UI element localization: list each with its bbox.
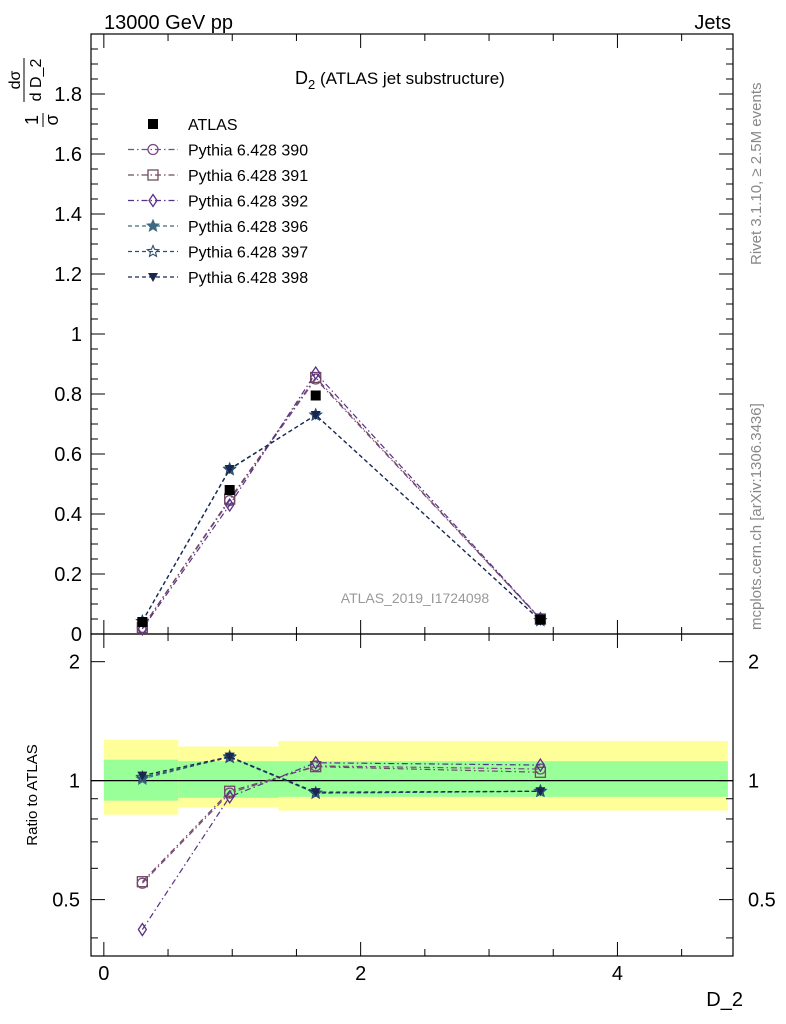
x-axis-label: D_2 <box>706 989 743 1011</box>
y-tick-label: 0.2 <box>54 564 82 586</box>
marker-square <box>534 766 547 778</box>
marker-square-filled <box>224 485 235 495</box>
header-jets-label: Jets <box>694 12 731 34</box>
ratio-y-tick-label: 1 <box>69 771 80 793</box>
marker-diamond <box>310 365 321 381</box>
y-tick-label: 0.4 <box>54 504 82 526</box>
x-tick-label: 4 <box>612 963 623 985</box>
marker-diamond <box>224 789 235 805</box>
y-tick-label: 1 <box>71 324 82 346</box>
ratio-series-line <box>142 756 541 793</box>
ratio-uncertainty-bands <box>103 739 728 815</box>
y-tick-label: 1.6 <box>54 144 82 166</box>
marker-square-filled <box>137 617 148 627</box>
chart-title-rest: (ATLAS jet substructure) <box>315 69 505 88</box>
y-tick-label: 0.6 <box>54 444 82 466</box>
chart-title-main: D <box>295 68 308 88</box>
mcplots-label: mcplots.cern.ch [arXiv:1306.3436] <box>748 403 765 630</box>
ratio-series-lines <box>135 749 548 937</box>
marker-square-filled <box>310 390 321 401</box>
marker-square <box>147 169 159 181</box>
marker-triangle <box>148 273 158 282</box>
legend-label: ATLAS <box>188 117 238 134</box>
ylabel-main-num: dσ <box>7 70 24 89</box>
chart-title: D2 (ATLAS jet substructure) <box>295 68 505 92</box>
legend-label: Pythia 6.428 392 <box>188 194 308 211</box>
ratio-panel-frame <box>90 633 734 957</box>
rivet-version-label: Rivet 3.1.10, ≥ 2.5M events <box>748 83 765 266</box>
legend-label: Pythia 6.428 397 <box>188 245 308 262</box>
marker-diamond <box>310 755 321 770</box>
header-energy-label: 13000 GeV pp <box>104 12 233 34</box>
ratio-y-tick-label-right: 0.5 <box>748 890 776 912</box>
atlas-data-points <box>137 390 546 627</box>
marker-diamond <box>148 193 158 208</box>
marker-square <box>136 876 149 888</box>
ratio-y-tick-label: 0.5 <box>52 890 80 912</box>
ylabel-main-den: d D_2 <box>28 59 45 102</box>
legend: ATLAS Pythia 6.428 390 Pythia 6.428 391 Pyt… <box>128 117 308 287</box>
y-tick-label: 0 <box>71 624 82 646</box>
y-tick-label: 0.8 <box>54 384 82 406</box>
marker-triangle <box>224 465 235 474</box>
marker-square <box>310 760 322 773</box>
x-tick-label: 2 <box>355 963 366 985</box>
legend-label: Pythia 6.428 391 <box>188 168 308 185</box>
y-tick-label: 1.4 <box>54 204 82 226</box>
marker-square-filled <box>535 614 546 625</box>
ratio-series-line <box>141 762 541 930</box>
legend-label: Pythia 6.428 396 <box>188 219 308 236</box>
marker-square <box>310 371 322 384</box>
series-line <box>141 414 541 622</box>
chart-title-sub: 2 <box>308 77 315 92</box>
marker-square-filled <box>148 119 158 129</box>
ylabel-prefix-den: σ <box>42 114 62 125</box>
marker-triangle <box>310 411 321 420</box>
series-line <box>141 372 541 630</box>
ratio-y-tick-label-right: 2 <box>748 652 759 674</box>
ratio-series-line <box>141 766 541 883</box>
marker-diamond <box>535 757 546 773</box>
marker-diamond <box>137 922 148 937</box>
marker-diamond <box>224 497 235 513</box>
legend-label: Pythia 6.428 390 <box>188 143 308 160</box>
y-tick-label: 1.2 <box>54 264 82 286</box>
analysis-label: ATLAS_2019_I1724098 <box>341 590 490 606</box>
ratio-y-tick-label: 2 <box>69 652 80 674</box>
marker-star <box>145 244 161 258</box>
marker-square <box>224 785 236 797</box>
legend-label: Pythia 6.428 398 <box>188 270 308 287</box>
marker-triangle <box>137 771 148 781</box>
main-y-axis-label: 1 σ dσ d D_2 <box>7 58 62 127</box>
axes-ticks: 0 2 4 0 0.2 0.4 0.6 0.8 1 1.2 1.4 1.6 1.8 0.5 0.5 1 1 2 2 <box>52 33 776 985</box>
ratio-y-tick-label-right: 1 <box>748 771 759 793</box>
marker-triangle <box>224 752 235 762</box>
ratio-series-line <box>141 765 541 884</box>
ylabel-prefix-num: 1 <box>22 115 42 125</box>
marker-triangle <box>310 788 321 798</box>
marker-circle <box>147 143 159 156</box>
marker-triangle <box>535 787 546 797</box>
y-tick-label: 1.8 <box>54 84 82 106</box>
marker-star <box>145 218 161 233</box>
x-tick-label: 0 <box>98 963 109 985</box>
ratio-y-axis-label: Ratio to ATLAS <box>24 744 41 845</box>
